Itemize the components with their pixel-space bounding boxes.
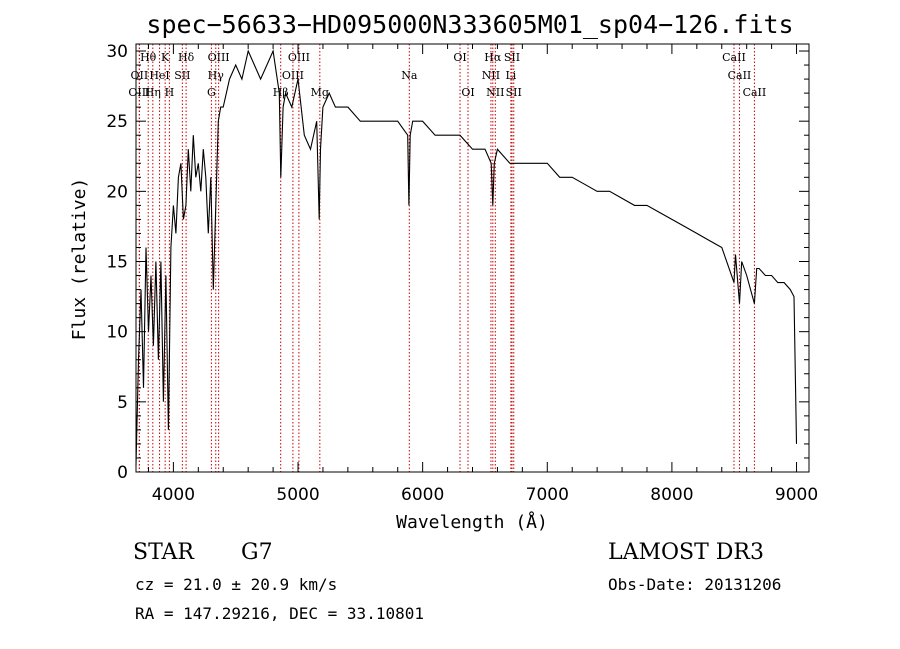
marker-label: SII [174, 69, 190, 82]
y-tick-label: 10 [106, 323, 128, 343]
marker-label: OIII [288, 51, 310, 64]
marker-label: OI [461, 86, 474, 99]
redshift-text: cz = 21.0 ± 20.9 km/s [135, 575, 337, 594]
y-tick-label: 25 [106, 112, 128, 132]
coordinates-text: RA = 147.29216, DEC = 33.10801 [135, 604, 424, 623]
marker-label: K [161, 51, 170, 64]
marker-label: CaII [722, 51, 746, 64]
marker-label: OIII [128, 86, 150, 99]
marker-label: OIII [208, 51, 230, 64]
marker-label: Hη [145, 86, 161, 99]
y-tick-label: 5 [117, 393, 128, 413]
marker-label: H [165, 86, 175, 99]
marker-label: OIII [282, 69, 304, 82]
y-axis-label: Flux (relative) [69, 178, 90, 341]
chart-title: spec−56633−HD095000N333605M01_sp04−126.f… [146, 10, 793, 39]
x-axis-label: Wavelength (Å) [396, 511, 548, 533]
marker-label: HeI [149, 69, 169, 82]
x-tick-label: 7000 [526, 485, 569, 505]
spectral-line-markers [138, 44, 755, 472]
marker-label: OII [131, 69, 149, 82]
obs-date-text: Obs-Date: 20131206 [608, 575, 781, 594]
y-tick-label: 15 [106, 253, 128, 273]
marker-label: SII [506, 86, 522, 99]
marker-label: Hα [484, 51, 502, 64]
survey-label: LAMOST DR3 [608, 540, 764, 565]
subclass: G7 [241, 540, 273, 565]
marker-label: Mg [311, 86, 329, 99]
marker-label: NII [482, 69, 500, 82]
x-tick-label: 5000 [276, 485, 319, 505]
x-tick-label: 9000 [775, 485, 818, 505]
marker-label: NII [486, 86, 504, 99]
x-axis-ticks: 4000 5000 6000 7000 8000 9000 [147, 44, 818, 505]
y-tick-label: 0 [117, 463, 128, 483]
plot-frame [135, 43, 810, 473]
marker-label: Hβ [273, 86, 289, 99]
marker-label: Hδ [178, 51, 195, 64]
marker-label: Hγ [208, 69, 225, 82]
y-tick-label: 30 [106, 42, 128, 62]
x-tick-label: 4000 [152, 485, 195, 505]
marker-label: CaII [728, 69, 752, 82]
object-class: STAR [133, 540, 195, 565]
marker-label: G [207, 86, 216, 99]
x-tick-label: 6000 [401, 485, 444, 505]
x-tick-label: 8000 [650, 485, 693, 505]
marker-label: Hθ [140, 51, 157, 64]
marker-label: Na [401, 69, 418, 82]
marker-label: CaII [743, 86, 767, 99]
marker-label: SII [504, 51, 520, 64]
marker-label: Li [505, 69, 516, 82]
marker-label: OI [453, 51, 466, 64]
spectrum-line [135, 49, 798, 466]
y-axis-ticks: 0 5 10 15 20 25 30 [106, 42, 809, 483]
y-tick-label: 20 [106, 182, 128, 202]
